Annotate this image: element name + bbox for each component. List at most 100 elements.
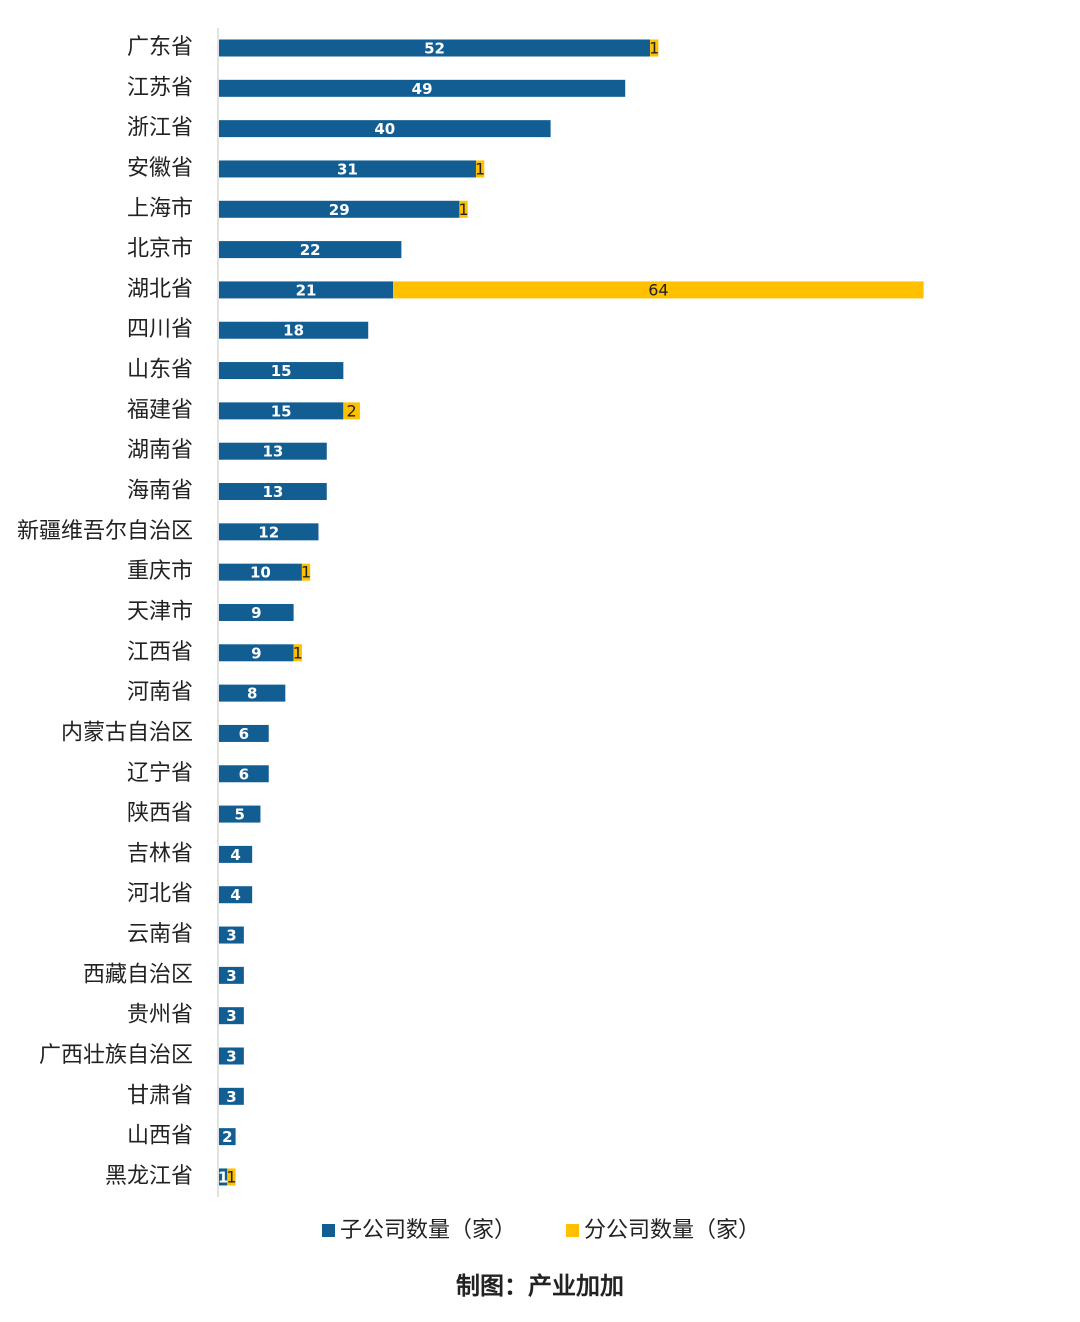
data-label: 22 (300, 241, 321, 259)
y-tick-label: 天津市 (127, 599, 193, 624)
bar (219, 1087, 244, 1105)
y-tick-label: 福建省 (127, 398, 193, 423)
bar (219, 39, 651, 57)
data-label: 15 (271, 402, 292, 420)
data-label: 64 (648, 280, 668, 299)
bar (219, 79, 626, 97)
y-tick-label: 陕西省 (127, 801, 193, 826)
bar (219, 160, 476, 178)
data-label: 10 (250, 564, 271, 582)
data-label: 1 (218, 1168, 228, 1186)
y-tick-label: 西藏自治区 (83, 962, 193, 987)
bar (219, 402, 344, 420)
y-tick-label: 云南省 (127, 922, 193, 947)
data-label: 15 (271, 362, 292, 380)
y-tick-label: 浙江省 (127, 116, 193, 141)
bar (219, 1007, 244, 1025)
data-label: 1 (301, 563, 311, 582)
y-tick-label: 江西省 (127, 640, 193, 665)
legend-swatch (322, 1224, 335, 1237)
bar (219, 644, 294, 662)
bar (219, 1128, 236, 1146)
bar (227, 1168, 236, 1186)
bar (219, 603, 294, 621)
data-label: 1 (475, 159, 485, 178)
y-tick-label: 湖南省 (127, 438, 193, 463)
bar (219, 120, 551, 138)
data-label: 3 (226, 967, 236, 985)
data-label: 4 (230, 886, 240, 904)
data-label: 1 (649, 39, 659, 58)
y-tick-label: 山东省 (127, 358, 193, 383)
bar (301, 563, 311, 581)
bar (219, 483, 327, 501)
bar (219, 200, 460, 218)
bar (393, 281, 924, 299)
data-label: 3 (226, 1048, 236, 1066)
data-label: 13 (262, 443, 283, 461)
data-label: 12 (258, 523, 279, 541)
data-label: 18 (283, 322, 304, 340)
bar (219, 523, 319, 541)
y-tick-label: 甘肃省 (127, 1083, 193, 1108)
data-label: 3 (226, 1007, 236, 1025)
y-tick-label: 河北省 (127, 882, 193, 907)
bar (219, 886, 253, 904)
data-label: 3 (226, 1088, 236, 1106)
bar (219, 362, 344, 380)
bar (219, 845, 253, 863)
y-tick-label: 上海市 (127, 196, 193, 221)
bar (459, 200, 468, 218)
y-tick-label: 安徽省 (127, 156, 193, 181)
bar (219, 1168, 228, 1186)
bar (219, 1047, 244, 1065)
bar (343, 402, 360, 420)
y-tick-label: 海南省 (127, 479, 193, 504)
bar (293, 644, 302, 662)
y-tick-label: 北京市 (127, 237, 193, 262)
bar (219, 321, 369, 339)
bar (219, 563, 302, 581)
data-label: 1 (293, 643, 303, 662)
y-tick-label: 江苏省 (127, 75, 193, 100)
y-tick-label: 贵州省 (127, 1003, 193, 1028)
y-tick-label: 山西省 (127, 1124, 193, 1149)
y-tick-label: 广东省 (127, 35, 193, 60)
data-label: 6 (239, 765, 249, 783)
bar (475, 160, 485, 178)
y-tick-label: 重庆市 (127, 559, 193, 584)
data-label: 9 (251, 604, 261, 622)
source: 制图：产业加加 (456, 1272, 624, 1300)
data-label: 13 (262, 483, 283, 501)
y-tick-label: 新疆维吾尔自治区 (17, 519, 193, 544)
data-label: 1 (226, 1167, 236, 1186)
bar (219, 765, 269, 783)
bar (219, 684, 286, 702)
data-label: 49 (412, 80, 433, 98)
bar (219, 805, 261, 823)
y-tick-label: 辽宁省 (127, 761, 193, 786)
data-label: 29 (329, 201, 350, 219)
y-tick-label: 湖北省 (127, 277, 193, 302)
data-label: 3 (226, 927, 236, 945)
y-tick-label: 四川省 (127, 317, 193, 342)
bar (219, 926, 244, 944)
data-label: 40 (374, 120, 395, 138)
y-tick-label: 内蒙古自治区 (61, 720, 193, 745)
data-label: 9 (251, 644, 261, 662)
data-label: 4 (230, 846, 240, 864)
data-label: 5 (235, 806, 245, 824)
bar (219, 281, 394, 299)
data-label: 8 (247, 685, 257, 703)
bar (650, 39, 659, 57)
data-label: 2 (222, 1128, 232, 1146)
data-label: 1 (458, 200, 468, 219)
y-tick-label: 黑龙江省 (105, 1164, 193, 1189)
y-tick-label: 广西壮族自治区 (39, 1043, 193, 1068)
data-label: 21 (296, 281, 317, 299)
data-label: 6 (239, 725, 249, 743)
bar (219, 442, 327, 460)
data-label: 31 (337, 160, 358, 178)
bar (219, 724, 269, 742)
